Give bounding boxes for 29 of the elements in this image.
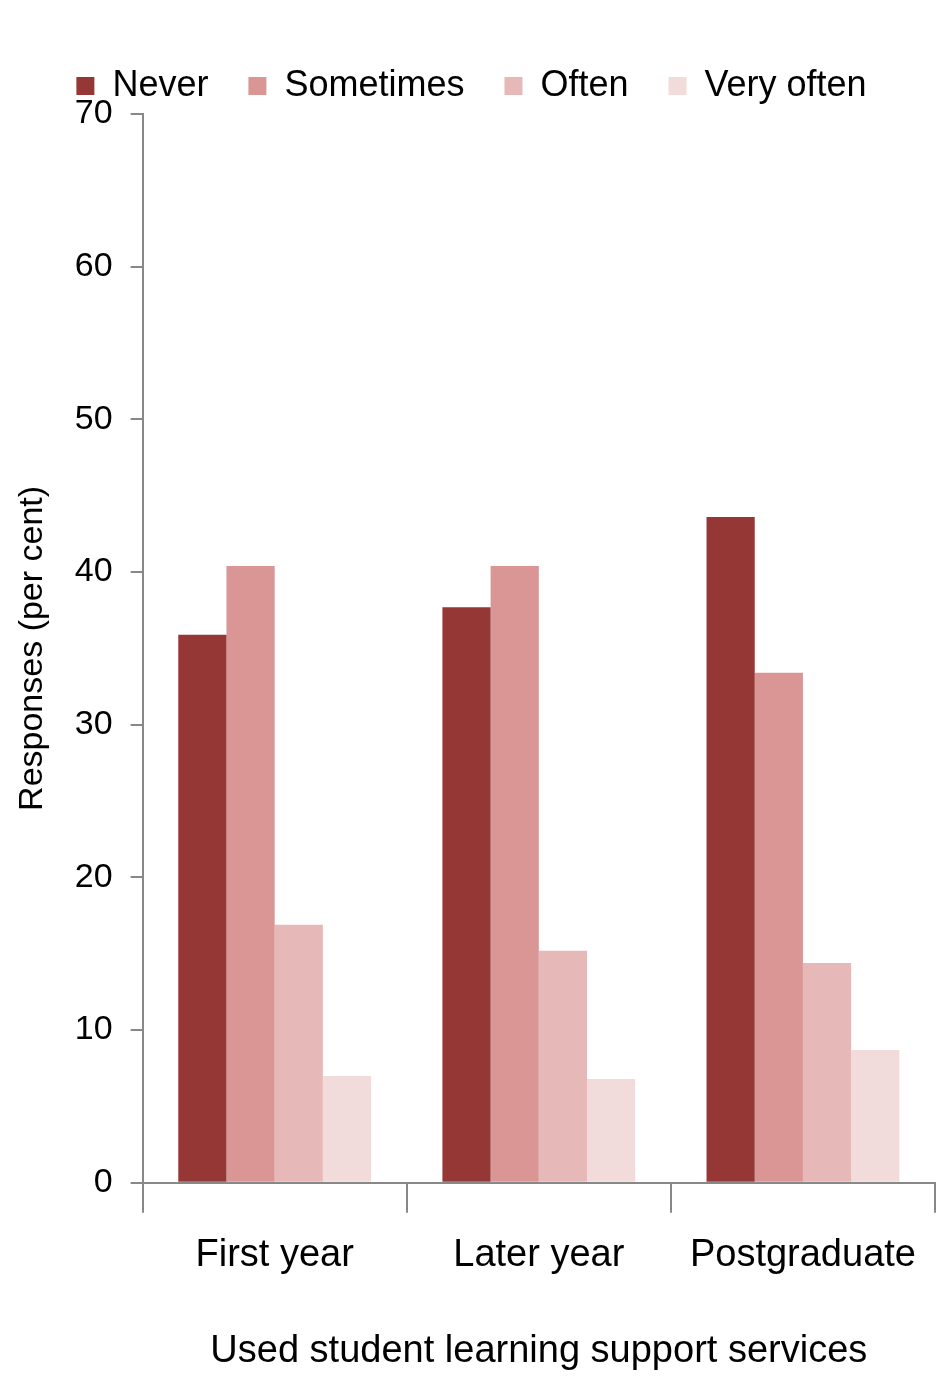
x-tick-label: First year <box>195 1232 355 1275</box>
y-tick-label: 0 <box>93 1161 113 1200</box>
legend-label: Often <box>540 62 629 104</box>
bar <box>851 1049 900 1182</box>
y-tick-label: 30 <box>74 703 113 742</box>
bar <box>322 1075 372 1182</box>
x-axis-title: Used student learning support services <box>210 1327 868 1370</box>
y-axis-title: Responses (per cent) <box>10 485 49 811</box>
bar <box>587 1078 636 1182</box>
bar <box>274 924 323 1182</box>
bar <box>802 962 852 1182</box>
bar <box>490 565 539 1182</box>
x-tick-label: Postgraduate <box>689 1232 916 1275</box>
y-tick-label: 20 <box>74 855 113 894</box>
bar <box>442 607 491 1182</box>
y-tick-label: 50 <box>74 397 113 436</box>
bar <box>538 950 588 1182</box>
bar <box>706 517 755 1182</box>
y-tick-label: 60 <box>74 245 113 284</box>
bar <box>226 565 275 1182</box>
y-tick-label: 70 <box>74 92 113 131</box>
bar <box>754 672 803 1182</box>
y-tick-label: 10 <box>74 1008 113 1047</box>
y-tick-label: 40 <box>74 550 113 589</box>
x-tick-label: Later year <box>453 1232 625 1275</box>
legend-label: Sometimes <box>284 62 465 104</box>
legend-label: Never <box>112 62 209 104</box>
bar <box>178 634 227 1182</box>
legend-label: Very often <box>704 62 867 104</box>
